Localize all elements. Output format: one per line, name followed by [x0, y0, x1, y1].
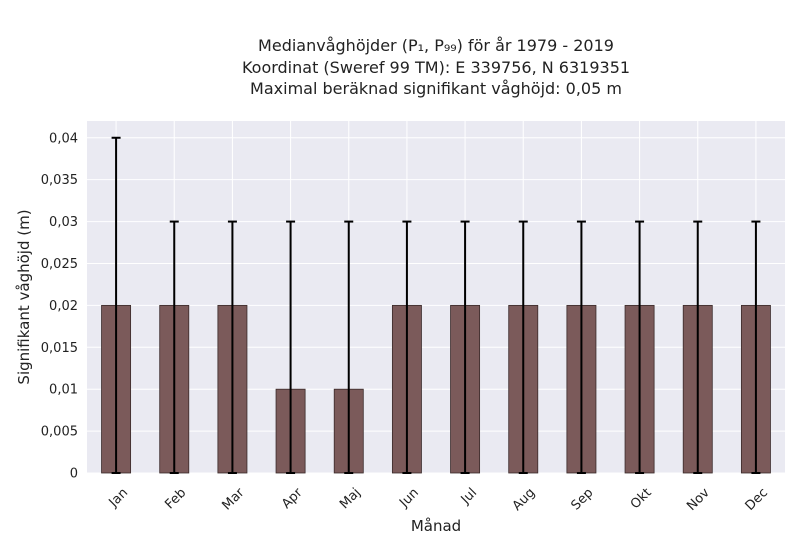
- chart-title: Medianvåghöjder (P₁, P₉₉) för år 1979 - …: [242, 36, 630, 98]
- y-tick-label: 0,02: [49, 299, 78, 314]
- x-tick-label-sep: Sep: [569, 485, 597, 513]
- x-tick-label-okt: Okt: [628, 485, 655, 512]
- y-tick-label: 0,03: [49, 215, 78, 230]
- chart-title-line: Koordinat (Sweref 99 TM): E 339756, N 63…: [242, 58, 630, 77]
- x-axis-label: Månad: [411, 517, 461, 535]
- error-bars: [111, 136, 761, 474]
- chart-title-line: Maximal beräknad signifikant våghöjd: 0,…: [250, 79, 622, 98]
- y-tick-label: 0,005: [41, 425, 78, 440]
- chart-title-line: Medianvåghöjder (P₁, P₉₉) för år 1979 - …: [258, 36, 614, 55]
- y-tick-label: 0,015: [41, 341, 78, 356]
- x-tick-label-feb: Feb: [162, 485, 189, 512]
- x-tick-label-jul: Jul: [458, 485, 480, 507]
- y-tick-label: 0: [70, 467, 78, 482]
- x-tick-label-mar: Mar: [220, 485, 248, 513]
- x-tick-label-dec: Dec: [743, 485, 771, 513]
- x-axis-ticks: Jan Feb Mar Apr Maj Jun Jul Aug Sep Okt Nov Dec: [106, 485, 771, 514]
- y-tick-label: 0,035: [41, 173, 78, 188]
- x-tick-label-maj: Maj: [337, 485, 364, 512]
- y-axis-label: Signifikant våghöjd (m): [15, 209, 33, 384]
- y-tick-label: 0,025: [41, 257, 78, 272]
- x-tick-label-jun: Jun: [396, 485, 422, 511]
- x-tick-label-nov: Nov: [684, 485, 713, 514]
- plot-area: [87, 121, 785, 473]
- x-tick-label-aug: Aug: [510, 485, 539, 514]
- x-tick-label-jan: Jan: [106, 485, 131, 510]
- x-tick-label-apr: Apr: [279, 485, 306, 512]
- y-tick-label: 0,04: [49, 131, 78, 146]
- y-tick-label: 0,01: [49, 383, 78, 398]
- y-axis-ticks: 0 0,005 0,01 0,015 0,02 0,025 0,03 0,035 0,04: [41, 131, 78, 481]
